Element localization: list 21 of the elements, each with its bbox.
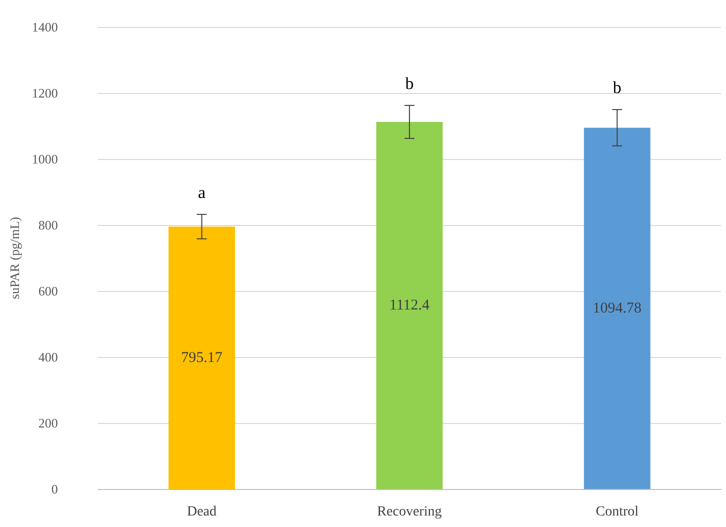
- y-tick-label: 0: [51, 482, 58, 496]
- y-tick-label: 1000: [32, 152, 58, 166]
- y-tick-label: 1200: [32, 86, 58, 100]
- x-tick-label: Recovering: [377, 504, 442, 520]
- x-tick-label: Control: [596, 504, 639, 520]
- bar: [168, 226, 235, 489]
- y-tick-label: 1400: [32, 20, 58, 34]
- data-label: 795.17: [181, 350, 223, 366]
- data-label: 1094.78: [592, 300, 642, 316]
- x-tick-label: Dead: [186, 504, 217, 520]
- y-tick-label: 800: [38, 218, 58, 232]
- bar: [584, 128, 650, 489]
- y-tick-label: 200: [38, 416, 58, 430]
- y-tick-label: 400: [38, 350, 58, 364]
- annotation: b: [405, 74, 414, 93]
- y-axis-title: suPAR (pg/mL): [7, 216, 22, 300]
- annotation: a: [198, 182, 206, 202]
- data-label: 1112.4: [389, 297, 430, 314]
- y-tick-label: 600: [38, 284, 58, 298]
- bar: [376, 122, 443, 489]
- annotation: b: [612, 78, 622, 98]
